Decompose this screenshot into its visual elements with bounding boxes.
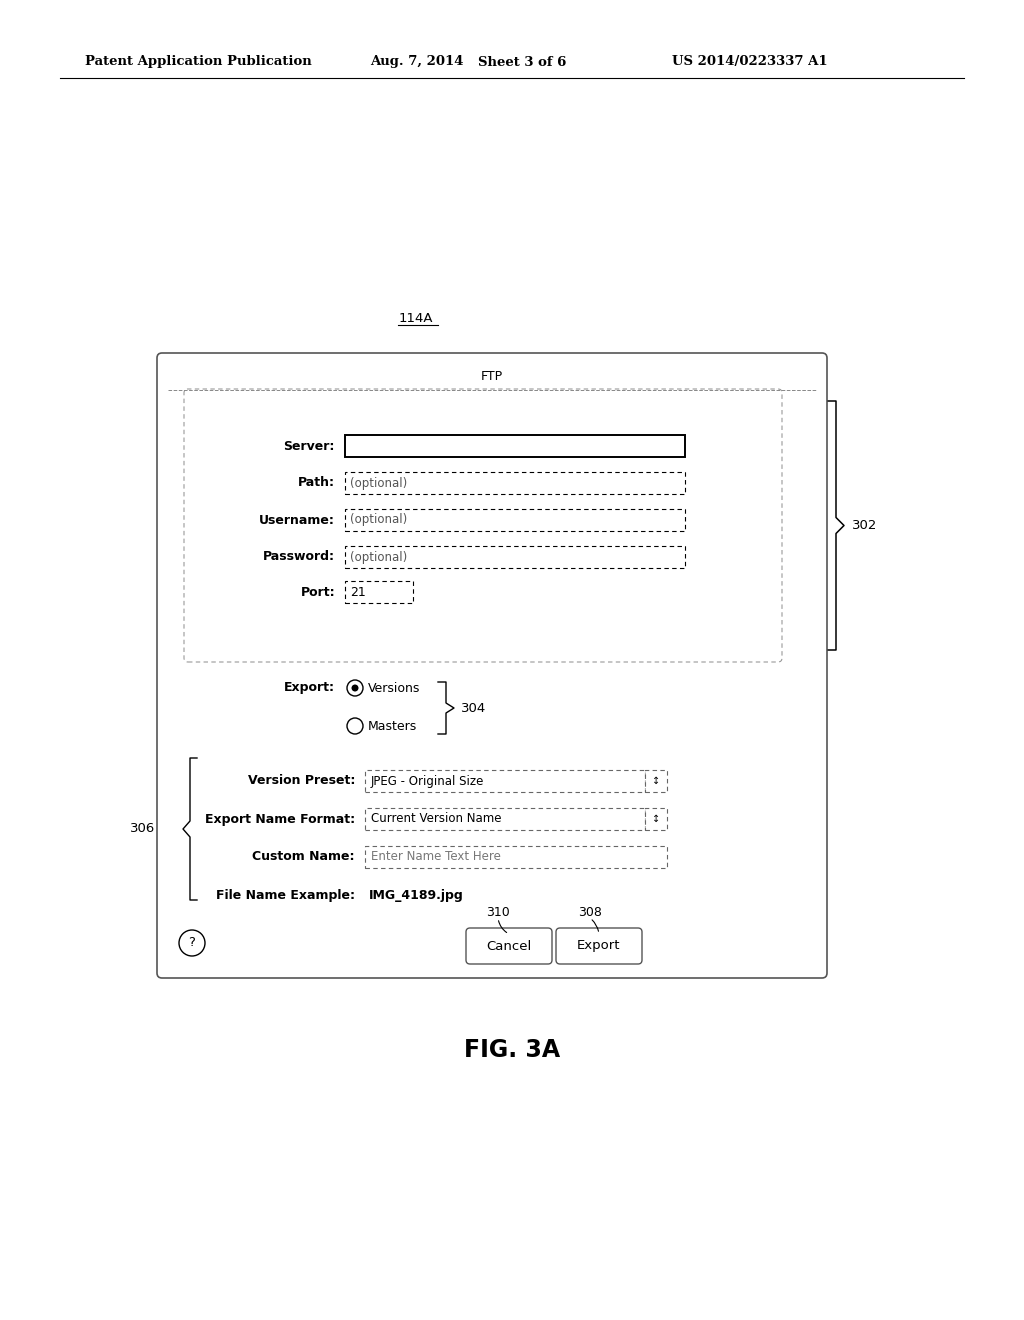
FancyBboxPatch shape <box>184 389 782 663</box>
Text: JPEG - Original Size: JPEG - Original Size <box>371 775 484 788</box>
Text: Cancel: Cancel <box>486 940 531 953</box>
FancyBboxPatch shape <box>157 352 827 978</box>
Text: Current Version Name: Current Version Name <box>371 813 502 825</box>
Text: Path:: Path: <box>298 477 335 490</box>
Bar <box>645 770 667 792</box>
Circle shape <box>347 680 362 696</box>
Text: US 2014/0223337 A1: US 2014/0223337 A1 <box>672 55 827 69</box>
Text: 304: 304 <box>461 701 486 714</box>
Circle shape <box>179 931 205 956</box>
Text: Export Name Format:: Export Name Format: <box>205 813 355 825</box>
Text: Export: Export <box>578 940 621 953</box>
Text: IMG_4189.jpg: IMG_4189.jpg <box>369 888 464 902</box>
Bar <box>365 846 667 869</box>
Text: FIG. 3A: FIG. 3A <box>464 1038 560 1063</box>
Text: 21: 21 <box>350 586 366 598</box>
Text: Patent Application Publication: Patent Application Publication <box>85 55 311 69</box>
Text: Version Preset:: Version Preset: <box>248 775 355 788</box>
Text: Server:: Server: <box>284 440 335 453</box>
Text: 114A: 114A <box>398 312 433 325</box>
Text: Port:: Port: <box>300 586 335 598</box>
Text: 302: 302 <box>852 519 878 532</box>
Text: Username:: Username: <box>259 513 335 527</box>
Bar <box>365 770 645 792</box>
Bar <box>345 581 413 603</box>
Text: File Name Example:: File Name Example: <box>216 888 355 902</box>
FancyBboxPatch shape <box>556 928 642 964</box>
Text: Custom Name:: Custom Name: <box>253 850 355 863</box>
Text: 306: 306 <box>130 822 155 836</box>
Text: (optional): (optional) <box>350 477 408 490</box>
Bar <box>365 808 645 830</box>
Bar <box>345 546 685 568</box>
Text: FTP: FTP <box>481 370 503 383</box>
Text: Versions: Versions <box>368 681 421 694</box>
Text: Masters: Masters <box>368 719 417 733</box>
Text: Password:: Password: <box>263 550 335 564</box>
Text: ↕: ↕ <box>652 814 660 824</box>
Circle shape <box>351 685 358 692</box>
FancyBboxPatch shape <box>466 928 552 964</box>
Text: ↕: ↕ <box>652 776 660 785</box>
Text: Export:: Export: <box>284 681 335 694</box>
Bar <box>345 473 685 494</box>
Bar <box>345 510 685 531</box>
Text: ?: ? <box>188 936 196 949</box>
Text: (optional): (optional) <box>350 550 408 564</box>
Bar <box>345 436 685 457</box>
Text: Aug. 7, 2014: Aug. 7, 2014 <box>370 55 464 69</box>
Text: Sheet 3 of 6: Sheet 3 of 6 <box>478 55 566 69</box>
Text: 308: 308 <box>579 906 602 919</box>
Circle shape <box>347 718 362 734</box>
Text: Enter Name Text Here: Enter Name Text Here <box>371 850 501 863</box>
Text: (optional): (optional) <box>350 513 408 527</box>
Bar <box>645 808 667 830</box>
Text: 310: 310 <box>486 906 510 919</box>
